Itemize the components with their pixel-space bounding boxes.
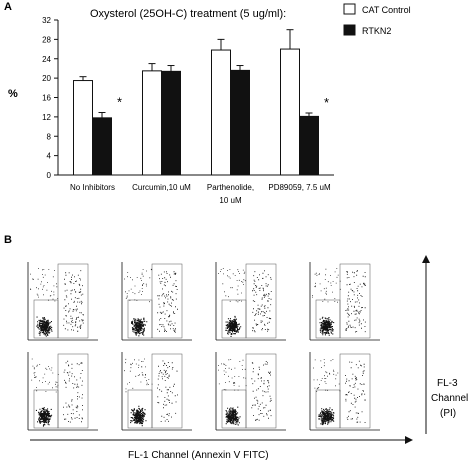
y-tick-label: 0 bbox=[47, 171, 52, 180]
flow-plot bbox=[309, 352, 380, 431]
bar-rtkn2 bbox=[92, 117, 112, 176]
gate-apoptotic bbox=[339, 263, 371, 339]
significance-marker: * bbox=[117, 95, 122, 110]
x-axis-arrowhead bbox=[405, 436, 413, 444]
event-dots bbox=[124, 358, 178, 427]
y-tick-label: 28 bbox=[42, 35, 51, 44]
panel-label-a: A bbox=[4, 1, 12, 13]
event-dots bbox=[30, 268, 84, 337]
gate-apoptotic bbox=[245, 353, 277, 429]
event-dots bbox=[218, 359, 272, 426]
bar-rtkn2 bbox=[299, 115, 319, 176]
significance-marker: * bbox=[324, 95, 329, 110]
y-axis-label: % bbox=[8, 88, 18, 100]
x-axis-label-flow: FL-1 Channel (Annexin V FITC) bbox=[128, 450, 269, 461]
y-tick-label: 32 bbox=[42, 16, 51, 25]
gate-apoptotic bbox=[339, 353, 371, 429]
flow-plot bbox=[27, 262, 98, 341]
legend-swatch-cat-control bbox=[343, 3, 356, 15]
event-dots bbox=[313, 359, 366, 426]
flow-plot bbox=[121, 262, 192, 341]
x-tick-label: Curcumin,10 uM bbox=[132, 183, 191, 192]
gate-live bbox=[221, 299, 247, 339]
bar-rtkn2 bbox=[161, 70, 181, 176]
chart-title: Oxysterol (25OH-C) treatment (5 ug/ml): bbox=[90, 8, 286, 20]
legend: CAT Control RTKN2 bbox=[343, 3, 411, 36]
flow-plot bbox=[215, 352, 286, 431]
panel-label-b: B bbox=[4, 234, 12, 246]
x-tick-label: Parthenolide, bbox=[207, 183, 254, 192]
bar-cat-control bbox=[211, 49, 231, 176]
legend-label-cat-control: CAT Control bbox=[362, 5, 411, 15]
legend-swatch-rtkn2 bbox=[343, 24, 356, 36]
y-tick-label: 16 bbox=[42, 94, 51, 103]
gate-apoptotic bbox=[57, 263, 89, 339]
y-axis-label-line-3: (PI) bbox=[440, 408, 456, 419]
x-tick-label: PD89059, 7.5 uM bbox=[268, 183, 331, 192]
y-axis-label-line-2: Channel bbox=[431, 393, 468, 404]
flow-plot bbox=[27, 352, 98, 431]
y-axis-label-line-1: FL-3 bbox=[437, 378, 458, 389]
bar-chart: 0 4 8 12 16 20 24 28 32 No Inhibitors Curcumin,10 … bbox=[42, 16, 334, 205]
y-tick-label: 4 bbox=[47, 152, 52, 161]
bar-cat-control bbox=[280, 48, 300, 176]
flow-plot bbox=[215, 262, 286, 341]
y-tick-label: 24 bbox=[42, 55, 51, 64]
event-dots bbox=[312, 268, 366, 336]
x-tick-label: No Inhibitors bbox=[70, 183, 115, 192]
bar-cat-control bbox=[142, 70, 162, 176]
bar-cat-control bbox=[73, 80, 93, 176]
event-dots bbox=[124, 268, 178, 337]
y-tick-label: 12 bbox=[42, 113, 51, 122]
gate-live bbox=[127, 299, 153, 339]
x-tick-label: 10 uM bbox=[219, 196, 242, 205]
y-tick-label: 20 bbox=[42, 74, 51, 83]
gate-apoptotic bbox=[57, 353, 89, 429]
y-tick-label: 8 bbox=[47, 132, 52, 141]
y-axis-arrowhead bbox=[422, 255, 430, 263]
legend-label-rtkn2: RTKN2 bbox=[362, 26, 391, 36]
gate-apoptotic bbox=[245, 263, 277, 339]
bar-rtkn2 bbox=[230, 69, 250, 176]
event-dots bbox=[218, 268, 272, 337]
gate-apoptotic bbox=[151, 353, 183, 429]
flow-cytometry-grid bbox=[27, 262, 380, 431]
flow-plot bbox=[121, 352, 192, 431]
event-dots bbox=[31, 358, 83, 427]
flow-plot bbox=[309, 262, 380, 341]
gate-apoptotic bbox=[151, 263, 183, 339]
